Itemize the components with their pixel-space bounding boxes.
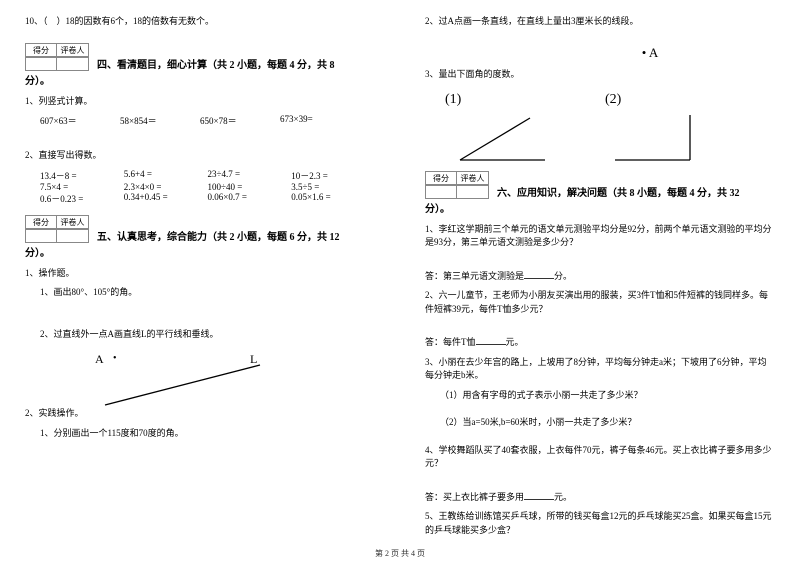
calc-item: 100÷40 =: [208, 182, 292, 192]
score-cell-blank: [57, 57, 89, 71]
score-cell-label: 评卷人: [457, 171, 489, 185]
score-box-4: 得分 评卷人 四、看清题目，细心计算（共 2 小题，每题 4 分，共 8: [25, 43, 375, 71]
score-cell-label: 得分: [25, 215, 57, 229]
calc-item: 5.6+4 =: [124, 169, 208, 182]
q5-1-2: 2、过直线外一点A画直线L的平行线和垂线。: [40, 328, 375, 342]
calc-item: 0.6－0.23 =: [40, 192, 124, 205]
calc-item: 0.06×0.7 =: [208, 192, 292, 205]
point-a: • A: [525, 43, 775, 63]
ans4-post: 元。: [554, 492, 572, 502]
q6-3-2: （2）当a=50米,b=60米时，小丽一共走了多少米？: [440, 416, 775, 430]
calc-item: 13.4－8 =: [40, 169, 124, 182]
question-10: 10、（ ）18的因数有6个，18的倍数有无数个。: [25, 15, 375, 29]
section-6-tail: 分）。: [425, 202, 775, 217]
score-cell-blank: [25, 229, 57, 243]
q5-2: 2、实践操作。: [25, 407, 375, 421]
score-cell-blank: [57, 229, 89, 243]
angle-2-svg: [605, 110, 705, 165]
score-cell-blank: [457, 185, 489, 199]
ans-1: 答：第三单元语文测验是 分。: [425, 270, 775, 284]
q6-3-1: （1）用含有字母的式子表示小丽一共走了多少米？: [440, 389, 775, 403]
score-box-6: 得分 评卷人 六、应用知识，解决问题（共 8 小题，每题 4 分，共 32: [425, 171, 775, 199]
section-4-title: 四、看清题目，细心计算（共 2 小题，每题 4 分，共 8: [97, 56, 335, 71]
paren-1: (1): [445, 92, 605, 108]
q5-1-1: 1、画出80°、105°的角。: [40, 286, 375, 300]
calc-item: 23÷4.7 =: [208, 169, 292, 182]
ans2-pre: 答：每件T恤: [425, 337, 476, 347]
r2: 2、过A点画一条直线，在直线上量出3厘米长的线段。: [425, 15, 775, 29]
q6-5: 5、王教练给训练馆买乒乓球，所带的钱买每盒12元的乒乓球能买25盒。如果买每盒1…: [425, 510, 775, 537]
page-footer: 第 2 页 共 4 页: [0, 548, 800, 559]
q6-4: 4、学校舞蹈队买了40套衣服，上衣每件70元，裤子每条46元。买上衣比裤子要多用…: [425, 444, 775, 471]
score-cell-label: 评卷人: [57, 215, 89, 229]
q6-1: 1、李红这学期前三个单元的语文单元测验平均分是92分，前两个单元语文测验的平均分…: [425, 223, 775, 250]
paren-2: (2): [605, 92, 755, 108]
section-5-title: 五、认真思考，综合能力（共 2 小题，每题 6 分，共 12: [97, 228, 340, 243]
blank: [524, 270, 554, 279]
q4-2-row: 0.6－0.23 = 0.34+0.45 = 0.06×0.7 = 0.05×1…: [40, 192, 375, 205]
ans-4: 答：买上衣比裤子要多用 元。: [425, 491, 775, 505]
blank: [476, 336, 506, 345]
q5-2-1: 1、分别画出一个115度和70度的角。: [40, 427, 375, 441]
calc-item: 7.5×4 =: [40, 182, 124, 192]
calc-item: 0.05×1.6 =: [291, 192, 375, 205]
q4-2-row: 13.4－8 = 5.6+4 = 23÷4.7 = 10－2.3 =: [40, 169, 375, 182]
q6-3: 3、小丽在去少年宫的路上，上坡用了8分钟，平均每分钟走a米；下坡用了6分钟，平均…: [425, 356, 775, 383]
calc-item: 607×63＝: [40, 114, 120, 127]
score-cell-blank: [425, 185, 457, 199]
ans1-post: 分。: [554, 271, 572, 281]
blank: [524, 491, 554, 500]
q4-2-row: 7.5×4 = 2.3×4×0 = 100÷40 = 3.5÷5 =: [40, 182, 375, 192]
calc-item: 10－2.3 =: [291, 169, 375, 182]
score-box-5: 得分 评卷人 五、认真思考，综合能力（共 2 小题，每题 6 分，共 12: [25, 215, 375, 243]
q4-1: 1、列竖式计算。: [25, 95, 375, 109]
line-diagram: A • L: [95, 347, 375, 407]
section-6-title: 六、应用知识，解决问题（共 8 小题，每题 4 分，共 32: [497, 184, 740, 199]
right-column: 2、过A点画一条直线，在直线上量出3厘米长的线段。 • A 3、量出下面角的度数…: [400, 0, 800, 565]
ans1-pre: 答：第三单元语文测验是: [425, 271, 524, 281]
line-l-svg: [90, 347, 270, 407]
left-column: 10、（ ）18的因数有6个，18的倍数有无数个。 得分 评卷人 四、看清题目，…: [0, 0, 400, 565]
angle-1-svg: [445, 110, 555, 165]
ans-2: 答：每件T恤 元。: [425, 336, 775, 350]
ans2-post: 元。: [506, 337, 524, 347]
calc-item: 673×39=: [280, 114, 360, 127]
angle-row: (1) (2): [445, 92, 775, 165]
calc-item: 650×78＝: [200, 114, 280, 127]
score-cell-label: 评卷人: [57, 43, 89, 57]
q5-1: 1、操作题。: [25, 267, 375, 281]
section-4-tail: 分）。: [25, 74, 375, 89]
r3: 3、量出下面角的度数。: [425, 68, 775, 82]
score-cell-label: 得分: [25, 43, 57, 57]
q4-1-row: 607×63＝ 58×854＝ 650×78＝ 673×39=: [40, 114, 375, 127]
score-cell-label: 得分: [425, 171, 457, 185]
calc-item: 2.3×4×0 =: [124, 182, 208, 192]
section-5-tail: 分）。: [25, 246, 375, 261]
q4-2: 2、直接写出得数。: [25, 149, 375, 163]
calc-item: 0.34+0.45 =: [124, 192, 208, 205]
calc-item: 3.5÷5 =: [291, 182, 375, 192]
score-cell-blank: [25, 57, 57, 71]
q6-2: 2、六一儿童节，王老师为小朋友买演出用的服装，买3件T恤和5件短裤的钱同样多。每…: [425, 289, 775, 316]
ans4-pre: 答：买上衣比裤子要多用: [425, 492, 524, 502]
calc-item: 58×854＝: [120, 114, 200, 127]
